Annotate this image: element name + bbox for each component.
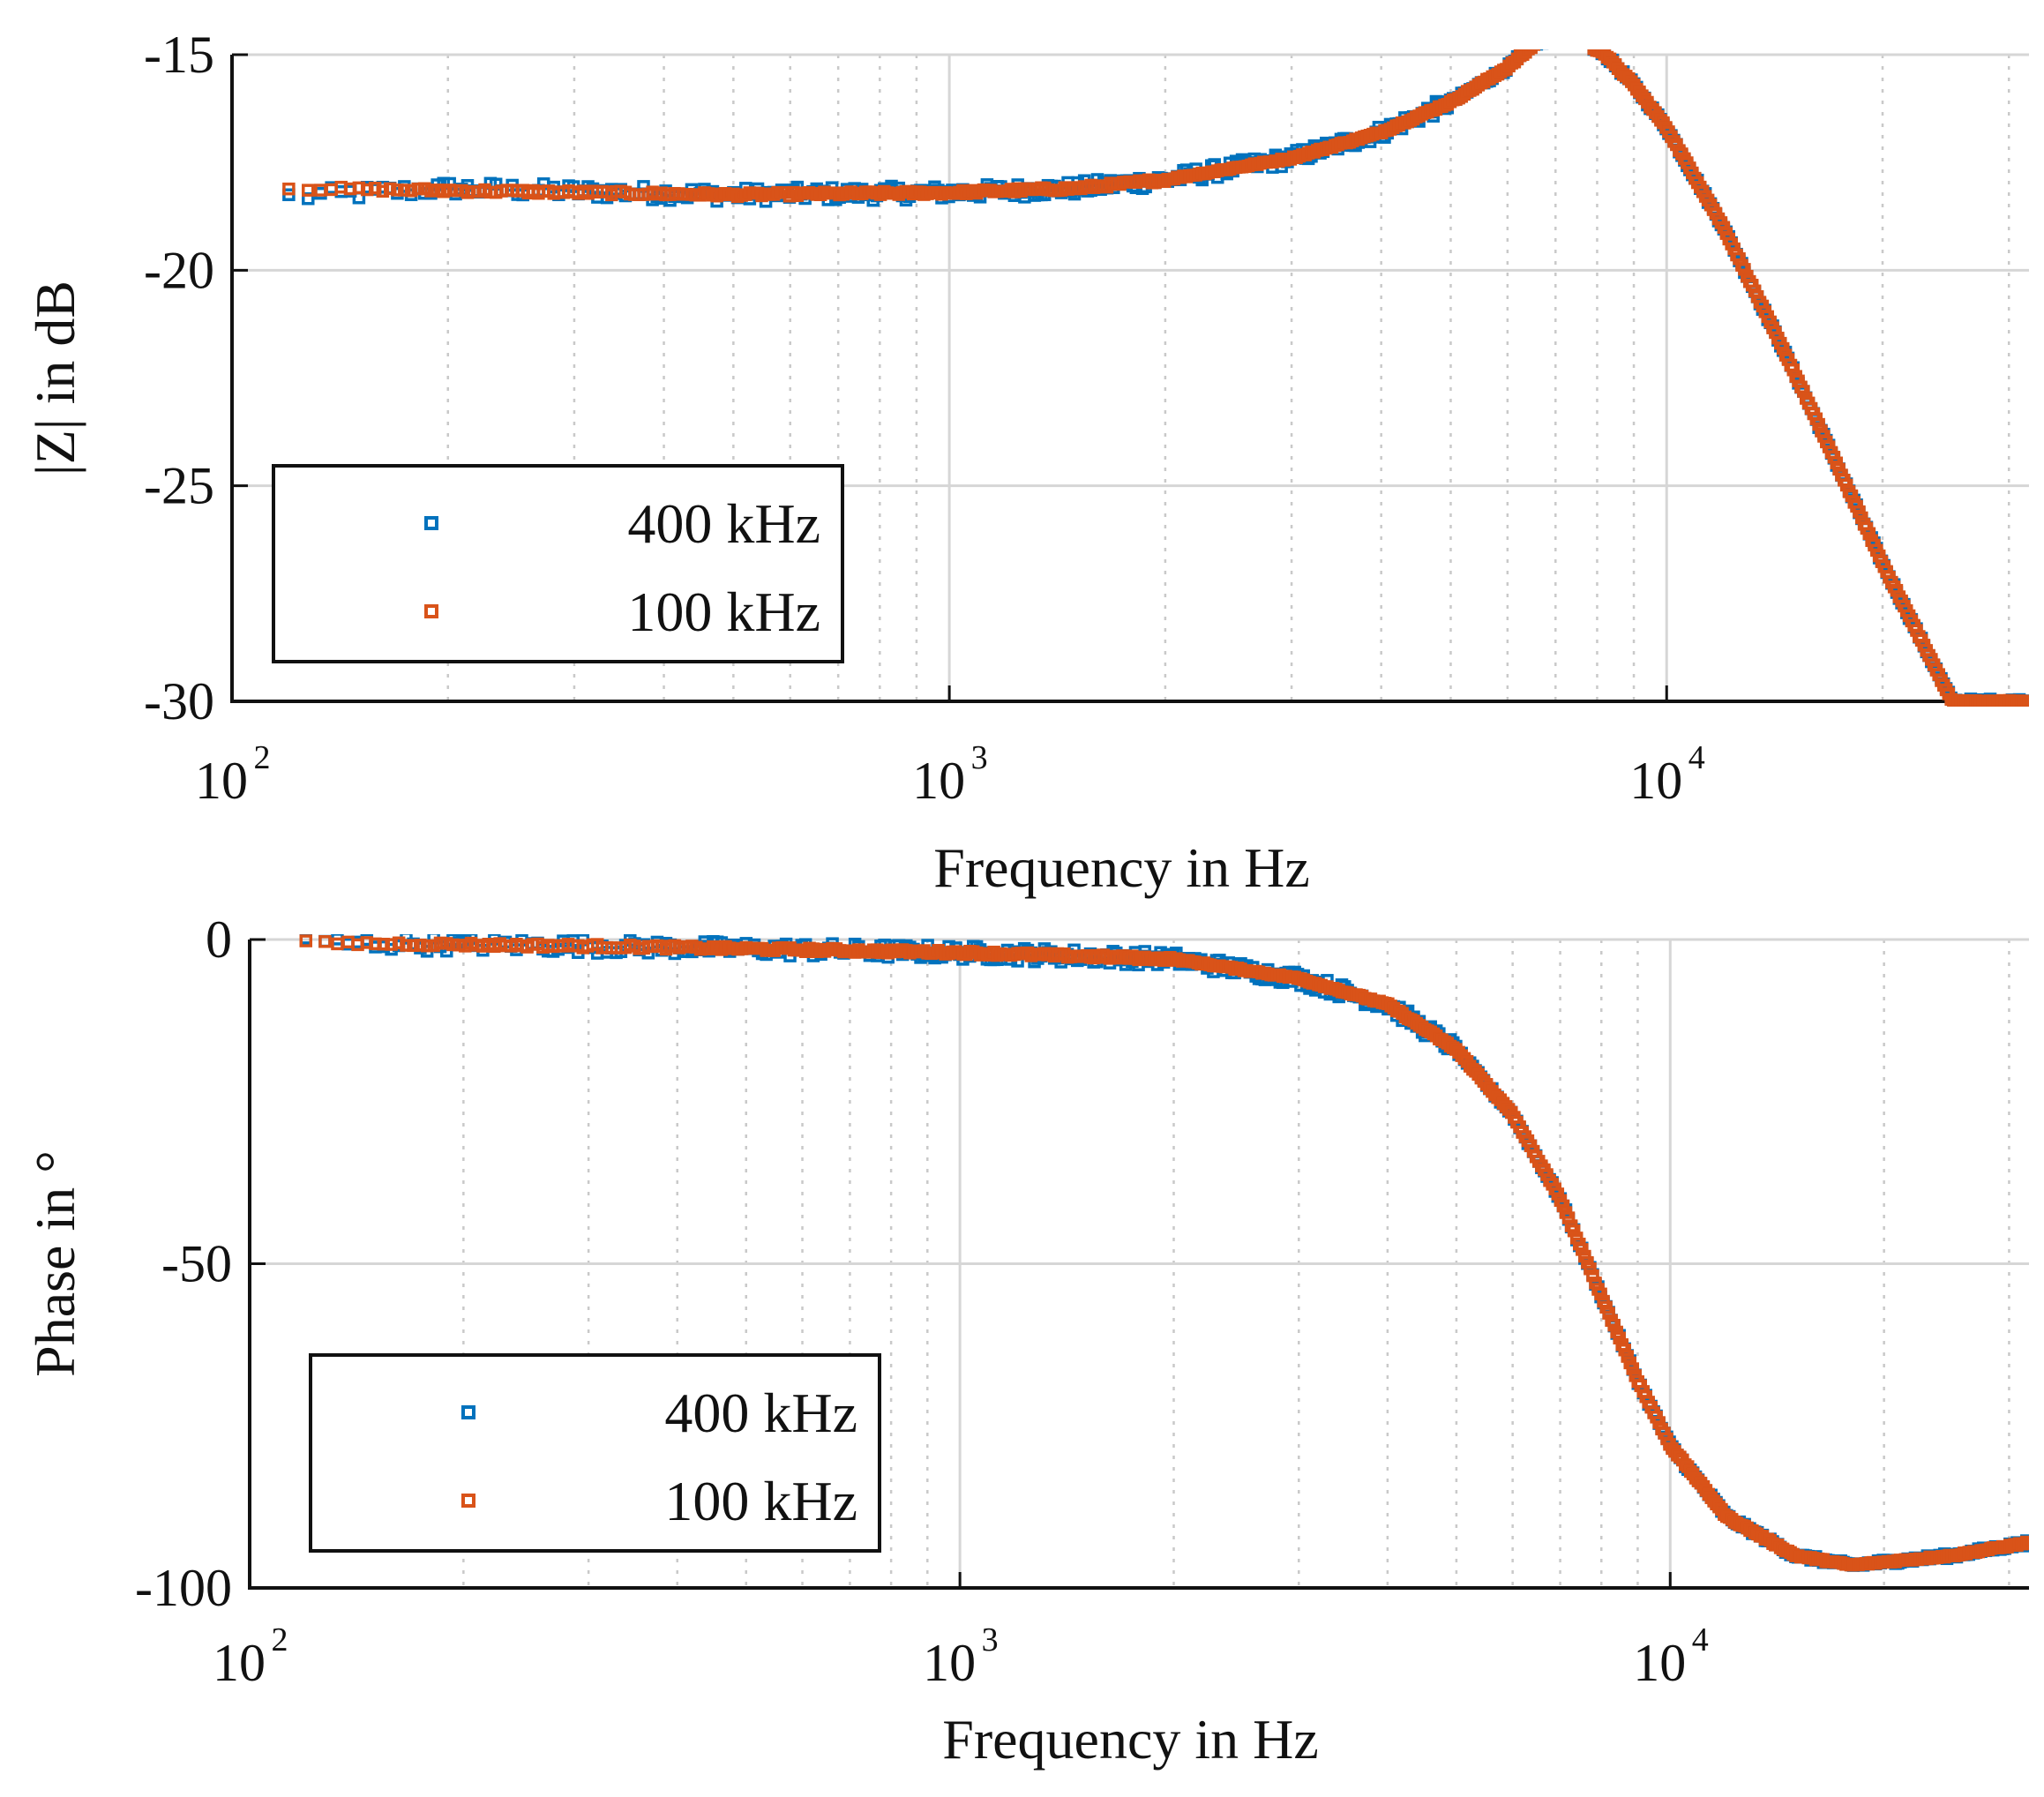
- legend: 400 kHz 100 kHz: [272, 464, 844, 663]
- x-axis-label: Frequency in Hz: [942, 1708, 1319, 1771]
- data-points: [282, 35, 2029, 707]
- data-point: [1540, 38, 1550, 48]
- data-point: [383, 182, 397, 196]
- data-point: [282, 182, 296, 196]
- data-point: [1797, 385, 1810, 398]
- legend-box: [309, 1353, 881, 1553]
- x-tick-exponent: 3: [982, 1621, 999, 1658]
- data-point: [302, 183, 315, 197]
- legend-label: 400 kHz: [627, 492, 820, 555]
- x-tick-label: 10: [1629, 752, 1682, 810]
- data-point: [1738, 263, 1751, 276]
- data-point: [1621, 1350, 1634, 1363]
- y-tick-label: -100: [135, 1559, 232, 1617]
- y-axis-label: |Z| in dB: [24, 281, 86, 475]
- data-point: [1576, 1243, 1589, 1256]
- legend-marker: [424, 604, 438, 618]
- data-point: [376, 184, 390, 198]
- legend-marker: [461, 1405, 475, 1419]
- data-point: [407, 939, 420, 953]
- legend: 400 kHz 100 kHz: [309, 1353, 881, 1553]
- data-point: [1551, 1187, 1565, 1201]
- x-tick-label: 10: [195, 752, 248, 810]
- x-tick-label: 10: [923, 1634, 976, 1692]
- x-tick-exponent: 4: [1688, 739, 1705, 776]
- data-point: [318, 935, 332, 948]
- data-point: [1626, 1362, 1639, 1375]
- data-point: [314, 183, 327, 197]
- data-point: [417, 182, 431, 196]
- data-point: [325, 183, 338, 197]
- data-point: [377, 938, 390, 951]
- data-point: [398, 183, 411, 197]
- data-point: [411, 182, 424, 196]
- data-point: [299, 934, 313, 947]
- data-point: [1556, 1199, 1570, 1213]
- series-100khz: [299, 934, 2029, 1572]
- data-point: [1534, 35, 1544, 45]
- y-tick-label: -20: [144, 241, 214, 299]
- data-point: [1535, 49, 1549, 50]
- data-point: [1567, 1224, 1581, 1238]
- y-tick-label: -15: [144, 26, 214, 84]
- x-tick-exponent: 3: [971, 739, 988, 776]
- x-tick-exponent: 4: [1692, 1621, 1709, 1658]
- data-point: [1531, 38, 1541, 48]
- legend-marker: [461, 1494, 475, 1508]
- data-point: [1594, 1287, 1607, 1301]
- data-point: [360, 183, 374, 197]
- data-point: [1534, 37, 1544, 47]
- data-point: [427, 939, 440, 953]
- y-tick-label: -30: [144, 672, 214, 730]
- data-point: [1586, 1269, 1599, 1283]
- legend-label: 400 kHz: [664, 1381, 857, 1444]
- y-tick-label: -25: [144, 457, 214, 515]
- data-point: [1540, 37, 1550, 47]
- data-point: [368, 181, 382, 195]
- data-point: [1812, 417, 1825, 431]
- data-point: [392, 936, 406, 950]
- data-point: [1527, 49, 1540, 51]
- data-point: [1602, 1307, 1615, 1320]
- y-tick-label: 0: [206, 910, 232, 969]
- data-point: [369, 937, 382, 951]
- x-axis-label: Frequency in Hz: [933, 836, 1310, 899]
- data-point: [1535, 49, 1549, 50]
- legend-label: 100 kHz: [664, 1470, 857, 1532]
- data-point: [391, 183, 404, 197]
- x-tick-label: 10: [213, 1634, 266, 1692]
- y-tick-label: -50: [161, 1235, 232, 1293]
- data-point: [1618, 1343, 1631, 1357]
- data-point: [1862, 527, 1876, 541]
- data-points: [299, 934, 2029, 1572]
- data-point: [1527, 49, 1540, 50]
- legend-box: [272, 464, 844, 663]
- y-axis-label: Phase in °: [24, 1150, 86, 1377]
- data-point: [1524, 49, 1538, 55]
- data-point: [2022, 1537, 2029, 1550]
- data-point: [1607, 1318, 1621, 1332]
- data-point: [1530, 49, 1544, 51]
- data-point: [1584, 1262, 1597, 1276]
- legend-marker: [424, 516, 438, 530]
- data-point: [1613, 1331, 1626, 1345]
- x-tick-label: 10: [1633, 1634, 1686, 1692]
- data-point: [385, 938, 398, 951]
- x-tick-exponent: 2: [254, 739, 271, 776]
- data-point: [400, 939, 413, 952]
- data-point: [2022, 694, 2029, 707]
- x-tick-label: 10: [912, 752, 965, 810]
- data-point: [414, 939, 427, 952]
- data-point: [1561, 1211, 1576, 1224]
- data-point: [420, 939, 434, 953]
- series-100khz: [282, 37, 2029, 707]
- x-tick-exponent: 2: [272, 1621, 288, 1658]
- legend-label: 100 kHz: [627, 580, 820, 643]
- data-point: [404, 183, 418, 198]
